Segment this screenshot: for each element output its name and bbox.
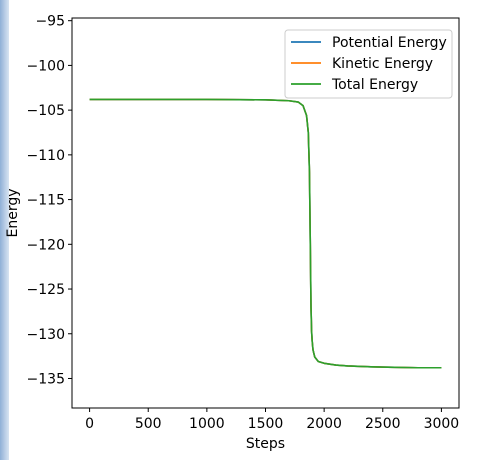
window-edge-strip: [0, 0, 9, 460]
tick-layer: 0 500 1000 1500 2000 2500 3000 −95 −100 −105 −110 −…: [27, 14, 460, 432]
y-tick-label: −115: [27, 193, 65, 209]
plot-frame: [71, 17, 460, 409]
x-tick-label: 2500: [365, 416, 401, 432]
y-tick-label: −100: [27, 58, 65, 74]
x-tick-label: 2000: [306, 416, 342, 432]
legend-frame: [284, 29, 453, 99]
y-tick-label: −120: [27, 237, 65, 253]
legend-label: Potential Energy: [332, 35, 447, 51]
x-tick-label: 500: [135, 416, 162, 432]
y-tick-label: −105: [27, 103, 65, 119]
x-tick-label: 0: [85, 416, 94, 432]
x-tick-label: 1000: [189, 416, 225, 432]
legend-label: Kinetic Energy: [332, 56, 433, 72]
x-tick-label: 3000: [424, 416, 460, 432]
series-layer: [89, 98, 442, 369]
legend: Potential Energy Kinetic Energy Total Ener…: [284, 29, 453, 99]
y-axis-label: Energy: [5, 188, 21, 237]
series-line-total-energy: [89, 98, 442, 369]
x-axis-label: Steps: [246, 436, 285, 452]
legend-label: Total Energy: [331, 77, 418, 93]
y-tick-label: −135: [27, 371, 65, 387]
y-tick-label: −95: [35, 14, 65, 30]
y-tick-label: −110: [27, 148, 65, 164]
y-tick-label: −125: [27, 282, 65, 298]
x-tick-label: 1500: [248, 416, 284, 432]
y-tick-label: −130: [27, 327, 65, 343]
